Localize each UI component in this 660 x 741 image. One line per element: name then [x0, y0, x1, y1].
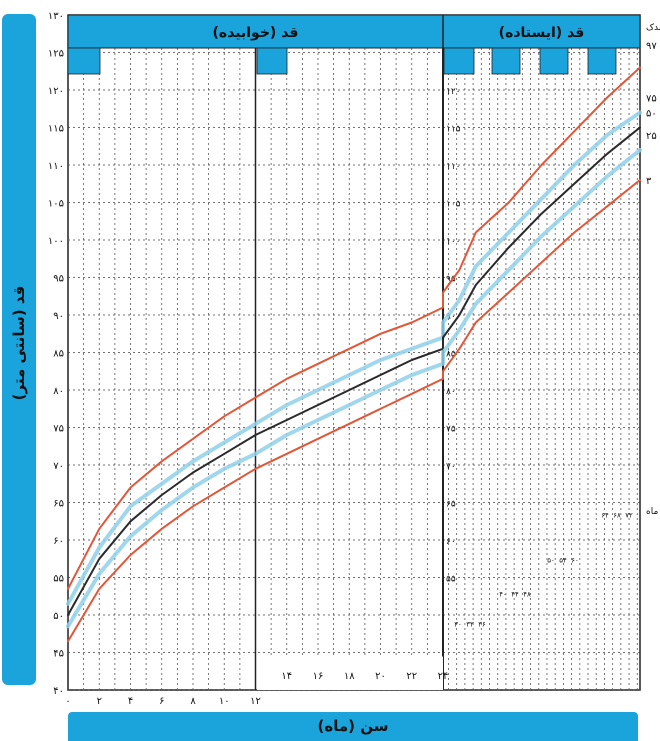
percentile-label: ۳	[646, 176, 652, 187]
x-tick-label-standing: ۴۴	[511, 590, 519, 598]
x-tick-label-row2: ۲۲	[406, 671, 417, 682]
y-tick-label-standing: ۹۰	[446, 312, 456, 322]
x-tick-label-standing: ۵۴	[559, 557, 567, 565]
y-tick-label-standing: ۱۱۰	[446, 162, 461, 172]
header-tab	[256, 47, 288, 75]
x-tick-label: ۴	[128, 696, 133, 707]
y-tick-label: ۵۰	[53, 611, 64, 622]
y-tick-label: ۶۵	[53, 499, 64, 510]
y-tick-label-standing: ۸۵	[446, 350, 456, 360]
y-tick-label: ۶۰	[53, 536, 64, 547]
y-tick-label: ۱۰۵	[48, 199, 64, 210]
y-tick-label: ۱۱۰	[48, 161, 64, 172]
percentile-label: ۵۰	[646, 108, 657, 119]
y-tick-label-standing: ۵۵	[446, 575, 456, 585]
header-band	[67, 14, 641, 49]
y-tick-label: ۸۰	[53, 386, 64, 397]
x-tick-label-row2: ۱۶	[313, 671, 324, 682]
x-tick-row2-bg	[257, 656, 443, 690]
y-tick-label-standing: ۶۰	[446, 537, 456, 547]
series-line-p۵۰	[67, 126, 641, 616]
y-tick-label: ۴۵	[53, 649, 64, 660]
month-marker: ماه	[646, 507, 658, 517]
y-tick-label-standing: ۱۰۵	[446, 200, 461, 210]
y-tick-label: ۹۵	[53, 274, 64, 285]
y-tick-label: ۱۰۰	[48, 236, 64, 247]
y-tick-label-standing: ۷۰	[446, 462, 456, 472]
y-tick-label: ۹۰	[53, 311, 64, 322]
x-tick-label: ۸	[190, 696, 196, 707]
series-line-p۹۷	[67, 66, 641, 590]
header-tab	[443, 47, 475, 75]
x-tick-label: ۰	[65, 696, 70, 707]
y-tick-label: ۸۵	[53, 349, 64, 360]
y-tick-label: ۴۰	[53, 686, 64, 697]
series-line-p۳	[67, 179, 641, 643]
x-tick-label-standing: ۴۰	[499, 590, 507, 598]
panel-label-standing: قد (ایستاده)	[499, 25, 585, 41]
y-tick-label-standing: ۱۲۰	[446, 87, 461, 97]
x-tick-label: ۱۰	[219, 696, 230, 707]
percentile-label: ۹۷	[646, 41, 657, 52]
x-axis-title: سن (ماه)	[68, 712, 638, 741]
x-tick-label-standing: ۵۰	[547, 557, 555, 565]
x-tick-label-standing: ۳۳	[466, 620, 474, 628]
x-tick-label-standing: ۳۰	[454, 620, 462, 628]
x-tick-label-standing: ۷۲	[625, 512, 633, 520]
x-tick-label-standing: ۶۸	[613, 512, 621, 520]
series-line-p۷۵	[66, 110, 642, 606]
x-tick-label-row2: ۲۴	[438, 671, 449, 682]
x-tick-label-standing: ۶۴	[601, 512, 609, 520]
y-tick-label-standing: ۹۵	[446, 275, 456, 285]
y-tick-label-standing: ۱۰۰	[446, 237, 461, 247]
x-tick-label: ۱۲	[250, 696, 261, 707]
x-tick-label-standing: ۴۸	[523, 590, 531, 598]
y-tick-label-standing: ۷۵	[446, 425, 456, 435]
x-tick-label-standing: ۶۰	[571, 557, 579, 565]
percentile-header: صدک	[646, 22, 660, 33]
y-tick-label-standing: ۱۱۵	[446, 125, 461, 135]
y-tick-label: ۵۵	[53, 574, 64, 585]
y-tick-label: ۷۰	[53, 461, 64, 472]
header-tab	[539, 47, 569, 75]
y-tick-label: ۱۳۰	[48, 11, 64, 22]
header-tab	[67, 47, 101, 75]
x-tick-label: ۲	[97, 696, 102, 707]
x-tick-label-row2: ۱۴	[281, 671, 292, 682]
header-tab	[491, 47, 521, 75]
y-tick-label: ۱۲۰	[48, 86, 64, 97]
x-tick-label-row2: ۱۸	[344, 671, 355, 682]
panel-label-lying: قد (خوابیده)	[213, 25, 299, 41]
y-tick-label-standing: ۶۵	[446, 500, 456, 510]
header-tab	[587, 47, 617, 75]
y-tick-label: ۷۵	[53, 424, 64, 435]
x-tick-label-standing: ۳۶	[478, 620, 486, 628]
percentile-label: ۷۵	[646, 93, 657, 104]
x-tick-label: ۶	[159, 696, 164, 707]
percentile-label: ۲۵	[646, 131, 657, 142]
y-axis-title-box: قد (سانتی متر)	[2, 14, 36, 685]
series-line-p۲۵	[66, 148, 642, 629]
x-tick-label-row2: ۲۰	[375, 671, 386, 682]
y-tick-label: ۱۲۵	[48, 49, 64, 60]
y-tick-label: ۱۱۵	[48, 124, 64, 135]
y-tick-label-standing: ۸۰	[446, 387, 456, 397]
